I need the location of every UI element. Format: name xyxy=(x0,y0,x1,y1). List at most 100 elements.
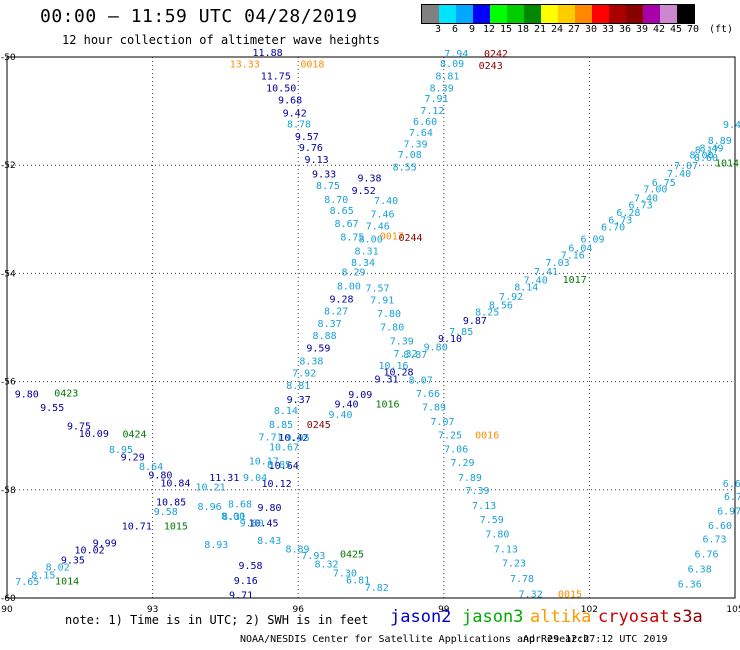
wave-height-label: 7.80 xyxy=(380,322,404,333)
wave-height-label: 8.60 xyxy=(694,153,718,164)
wave-height-label: 9.13 xyxy=(305,155,329,166)
lon-label: 105 xyxy=(726,605,740,615)
wave-height-label: 8.89 xyxy=(285,545,309,556)
wave-height-label: 10.42 xyxy=(278,433,308,444)
wave-height-label: 11.88 xyxy=(253,48,283,59)
wave-height-label: 1014 xyxy=(55,576,79,587)
wave-height-label: 7.66 xyxy=(416,389,440,400)
wave-height-label: 7.39 xyxy=(465,486,489,497)
wave-height-label: 10.84 xyxy=(160,478,190,489)
wave-height-label: 9.80 xyxy=(148,470,172,481)
wave-height-label: 6.09 xyxy=(580,234,604,245)
legend-label: 6 xyxy=(451,24,459,35)
wave-height-label: 1017 xyxy=(563,275,587,286)
legend-swatch xyxy=(660,5,677,23)
wave-height-label: 7.71 xyxy=(259,432,283,443)
wave-height-label: 9.57 xyxy=(295,132,319,143)
wave-height-label: 9.04 xyxy=(243,473,267,484)
wave-height-label: 7.13 xyxy=(472,501,496,512)
wave-height-label: 8.29 xyxy=(341,267,365,278)
legend-label: 42 xyxy=(652,24,666,35)
wave-height-label: 8.31 xyxy=(222,512,246,523)
wave-height-label: 9.43 xyxy=(723,120,740,131)
wave-height-label: 8.38 xyxy=(299,357,323,368)
wave-height-label: 9.42 xyxy=(283,109,307,120)
lat-label: -58 xyxy=(1,486,16,496)
lon-label: 99 xyxy=(438,605,450,615)
wave-height-label: 7.94 xyxy=(444,49,468,60)
wave-height-label: 7.06 xyxy=(444,445,468,456)
wave-height-label: 7.07 xyxy=(674,161,698,172)
wave-height-label: 8.85 xyxy=(267,460,291,471)
wave-height-label: 7.23 xyxy=(502,559,526,570)
wave-height-label: 0242 xyxy=(484,49,508,60)
wave-height-label: 8.09 xyxy=(440,59,464,70)
wave-height-label: 10.45 xyxy=(248,519,278,530)
wave-height-label: 8.65 xyxy=(330,206,354,217)
legend-label: 9 xyxy=(468,24,476,35)
map-title: 00:00 – 11:59 UTC 04/28/2019 xyxy=(40,6,358,27)
lon-label: 96 xyxy=(292,605,304,615)
color-scale-legend xyxy=(421,4,695,24)
legend-swatch xyxy=(439,5,456,23)
legend-swatch xyxy=(456,5,473,23)
wave-height-label: 7.82 xyxy=(365,583,389,594)
wave-height-label: 10.09 xyxy=(79,429,109,440)
wave-height-label: 13.33 xyxy=(230,60,260,71)
wave-height-label: 7.40 xyxy=(374,196,398,207)
wave-height-label: 10.64 xyxy=(269,461,299,472)
legend-label: 27 xyxy=(567,24,581,35)
wave-height-label: 8.70 xyxy=(324,195,348,206)
wave-height-label: 7.32 xyxy=(393,349,417,360)
wave-height-label: 1014 xyxy=(715,159,739,170)
wave-height-label: 8.17 xyxy=(695,146,719,157)
wave-height-label: 8.81 xyxy=(286,381,310,392)
wave-height-label: 8.67 xyxy=(335,219,359,230)
wave-height-label: 8.93 xyxy=(204,540,228,551)
wave-height-label: 8.75 xyxy=(316,181,340,192)
wave-height-label: 10.28 xyxy=(383,368,413,379)
legend-swatch xyxy=(422,5,439,23)
wave-height-label: 7.08 xyxy=(398,150,422,161)
wave-height-label: 9.75 xyxy=(67,421,91,432)
wave-height-label: 8.75 xyxy=(340,232,364,243)
wave-height-label: 7.64 xyxy=(409,128,433,139)
wave-height-label: 9.29 xyxy=(121,453,145,464)
wave-height-label: 0018 xyxy=(300,60,324,71)
wave-height-label: 6.04 xyxy=(568,244,592,255)
satellite-label: cryosat xyxy=(598,607,670,627)
wave-height-label: 7.80 xyxy=(377,309,401,320)
wave-height-label: 7.93 xyxy=(301,551,325,562)
wave-height-label: 9.58 xyxy=(154,507,178,518)
wave-height-label: 8.95 xyxy=(109,445,133,456)
wave-height-label: 7.85 xyxy=(449,327,473,338)
wave-height-label: 8.78 xyxy=(287,120,311,131)
wave-height-label: 9.99 xyxy=(93,538,117,549)
legend-swatch xyxy=(592,5,609,23)
wave-height-label: 0245 xyxy=(307,420,331,431)
legend-label: 24 xyxy=(550,24,564,35)
wave-height-label: 1015 xyxy=(164,522,188,533)
satellite-label: altika xyxy=(530,607,592,627)
wave-height-label: 7.80 xyxy=(485,529,509,540)
wave-height-label: 8.68 xyxy=(228,500,252,511)
wave-height-label: 9.38 xyxy=(357,173,381,184)
wave-height-label: 8.37 xyxy=(318,319,342,330)
wave-height-label: 8.14 xyxy=(274,406,298,417)
wave-height-label: 6.73 xyxy=(702,535,726,546)
wave-height-label: 8.34 xyxy=(351,258,375,269)
wave-height-label: 9.40 xyxy=(328,410,352,421)
wave-height-label: 7.78 xyxy=(510,574,534,585)
credit-line: NOAA/NESDIS Center for Satellite Applica… xyxy=(240,634,590,645)
wave-height-label: 0425 xyxy=(340,550,364,561)
legend-label: 18 xyxy=(516,24,530,35)
wave-height-label: 0017 xyxy=(380,232,404,243)
wave-height-label: 9.09 xyxy=(348,390,372,401)
wave-height-label: 7.29 xyxy=(450,458,474,469)
wave-height-label: 8.87 xyxy=(403,350,427,361)
legend-swatch xyxy=(490,5,507,23)
wave-height-label: 8.89 xyxy=(708,136,732,147)
wave-height-label: 9.80 xyxy=(424,343,448,354)
wave-height-label: 6.73 xyxy=(608,216,632,227)
